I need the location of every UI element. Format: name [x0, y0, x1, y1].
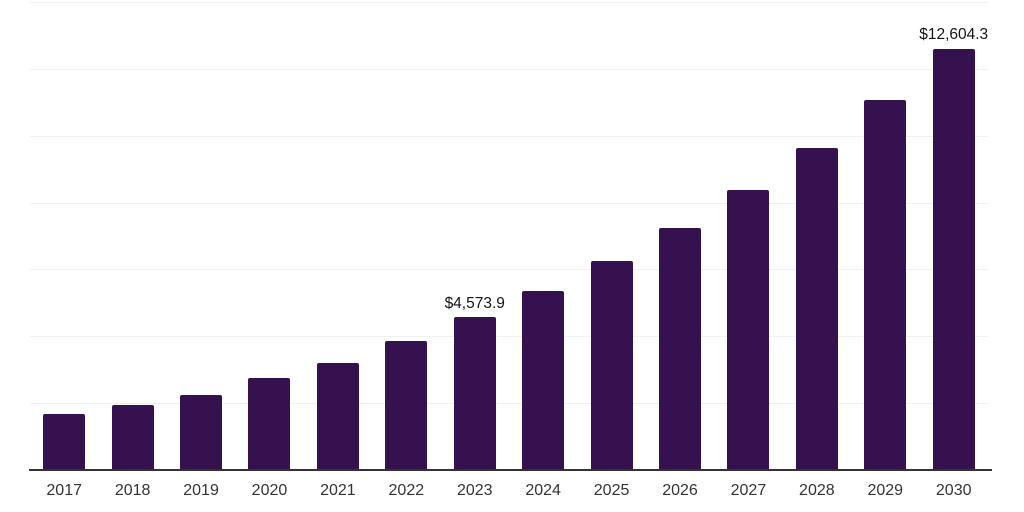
x-tick-label-2028: 2028	[799, 482, 835, 499]
bar-2017	[43, 414, 86, 470]
bar-2029	[864, 99, 907, 470]
bar-2020	[248, 378, 291, 470]
bar-band-2029	[851, 2, 919, 470]
x-tick-label-2021: 2021	[320, 482, 356, 499]
x-tick-label-2030: 2030	[935, 482, 972, 499]
bar-band-2017	[30, 2, 98, 470]
bar-band-2023: $4,573.9	[441, 2, 509, 470]
bar-band-2025	[577, 2, 645, 470]
bar-band-2028	[783, 2, 851, 470]
x-tick-label-2017: 2017	[46, 482, 82, 499]
x-tick-label-2024: 2024	[525, 482, 561, 499]
gridline	[30, 202, 988, 204]
plot-area: $4,573.9 $12,604.3	[30, 2, 988, 470]
bar-2021	[316, 363, 359, 470]
bar-2030	[932, 48, 975, 470]
bar-band-2026	[646, 2, 714, 470]
bar-band-2020	[235, 2, 303, 470]
x-tick-label-2026: 2026	[662, 482, 698, 499]
bar-2028	[795, 148, 838, 470]
x-axis-labels: 2017 2018 2019 2020 2021 2022 2023 2024 2025 2026…	[30, 483, 988, 499]
bar-2026	[659, 228, 701, 470]
value-label-2030: $12,604.3	[919, 26, 989, 44]
bar-2022	[385, 341, 428, 470]
bar-2023	[453, 317, 496, 470]
bar-band-2030: $12,604.3	[919, 2, 989, 470]
bar-2025	[590, 261, 633, 470]
gridline	[30, 68, 988, 70]
gridline	[30, 269, 988, 271]
bar-band-2018	[98, 2, 166, 470]
bar-band-2019	[167, 2, 235, 470]
x-tick-label-2019: 2019	[183, 482, 219, 499]
bars-layer: $4,573.9 $12,604.3	[30, 2, 988, 470]
bar-2024	[522, 290, 565, 470]
x-tick-label-2029: 2029	[867, 482, 904, 499]
gridline	[30, 336, 988, 338]
x-tick-label-2027: 2027	[730, 482, 767, 499]
bar-band-2024	[509, 2, 577, 470]
bar-band-2027	[714, 2, 782, 470]
gridline	[30, 2, 988, 3]
x-tick-label-2018: 2018	[114, 482, 151, 499]
bar-2019	[180, 395, 223, 470]
value-label-2023: $4,573.9	[444, 294, 505, 312]
bar-2027	[727, 189, 770, 470]
bar-band-2021	[304, 2, 372, 470]
x-tick-label-2020: 2020	[251, 482, 288, 499]
gridline	[30, 135, 988, 137]
gridlines-layer	[30, 2, 988, 470]
bar-band-2022	[372, 2, 440, 470]
x-tick-label-2025: 2025	[593, 482, 630, 499]
bar-2018	[111, 405, 154, 470]
x-axis-line	[29, 469, 992, 471]
x-tick-label-2022: 2022	[388, 482, 425, 499]
x-tick-label-2023: 2023	[456, 482, 493, 499]
gridline	[30, 403, 988, 405]
